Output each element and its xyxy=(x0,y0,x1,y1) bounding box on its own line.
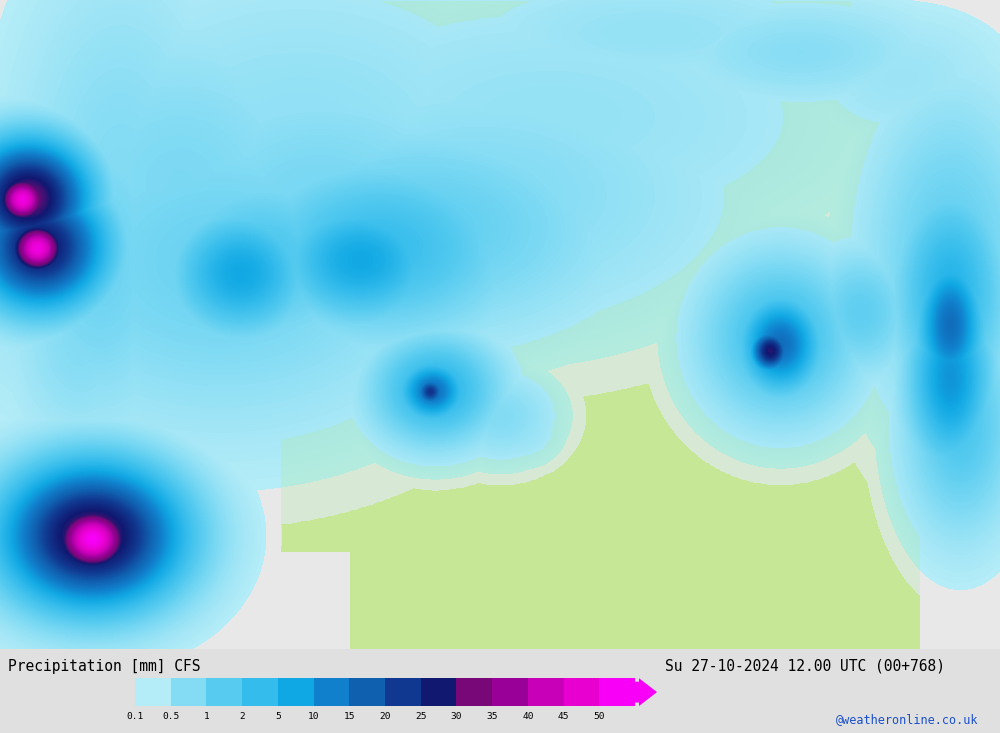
Bar xyxy=(314,678,349,706)
Text: 45: 45 xyxy=(558,712,569,721)
Text: 1: 1 xyxy=(204,712,209,721)
Bar xyxy=(278,678,314,706)
Text: Su 27-10-2024 12.00 UTC (00+768): Su 27-10-2024 12.00 UTC (00+768) xyxy=(665,659,945,674)
Text: 50: 50 xyxy=(594,712,605,721)
Text: Precipitation [mm] CFS: Precipitation [mm] CFS xyxy=(8,659,200,674)
Bar xyxy=(599,678,635,706)
Bar xyxy=(528,678,564,706)
Text: 2: 2 xyxy=(239,712,245,721)
Text: 0.1: 0.1 xyxy=(126,712,144,721)
Bar xyxy=(456,678,492,706)
Text: 0.5: 0.5 xyxy=(162,712,179,721)
FancyArrow shape xyxy=(635,678,657,706)
Text: @weatheronline.co.uk: @weatheronline.co.uk xyxy=(836,713,978,726)
Bar xyxy=(492,678,528,706)
Bar xyxy=(206,678,242,706)
Text: 30: 30 xyxy=(451,712,462,721)
Bar xyxy=(564,678,599,706)
Text: 25: 25 xyxy=(415,712,426,721)
Bar xyxy=(349,678,385,706)
Bar xyxy=(171,678,206,706)
Bar xyxy=(135,678,171,706)
Text: 10: 10 xyxy=(308,712,319,721)
Bar xyxy=(242,678,278,706)
Text: 20: 20 xyxy=(379,712,391,721)
Bar xyxy=(421,678,456,706)
Text: 35: 35 xyxy=(486,712,498,721)
Bar xyxy=(385,678,421,706)
Text: 40: 40 xyxy=(522,712,534,721)
Text: 15: 15 xyxy=(344,712,355,721)
Text: 5: 5 xyxy=(275,712,281,721)
